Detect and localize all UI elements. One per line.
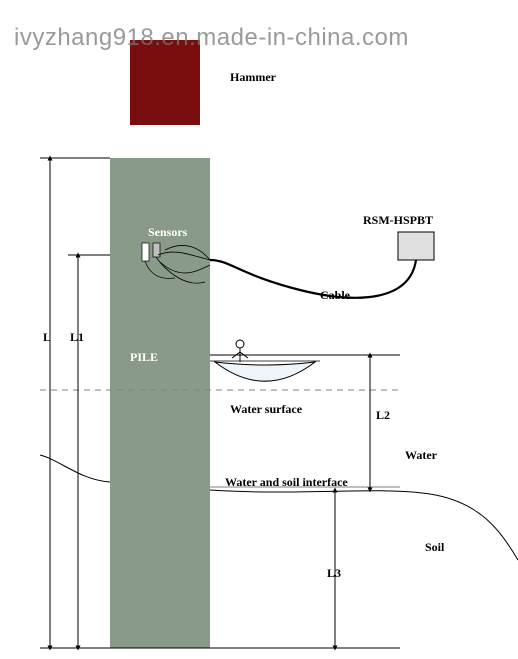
interface-right [210,490,518,560]
label-interface: Water and soil interface [225,475,348,490]
label-L1: L1 [70,330,84,345]
device-box [398,232,434,260]
label-soil: Soil [425,540,444,555]
label-L2: L2 [376,408,390,423]
label-pile: PILE [130,350,158,365]
label-sensors: Sensors [148,225,187,240]
cable-main [210,260,416,298]
label-cable: Cable [320,288,350,303]
sensor-1 [142,243,149,261]
label-hammer: Hammer [230,70,276,85]
label-L3: L3 [327,566,341,581]
boat [215,362,315,381]
label-L: L [43,330,51,345]
label-water: Water [405,448,437,463]
label-device: RSM-HSPBT [363,213,433,228]
person-head [236,340,244,348]
hammer [130,40,200,125]
watermark: ivyzhang918.en.made-in-china.com [14,24,409,52]
label-water-surface: Water surface [230,402,302,417]
